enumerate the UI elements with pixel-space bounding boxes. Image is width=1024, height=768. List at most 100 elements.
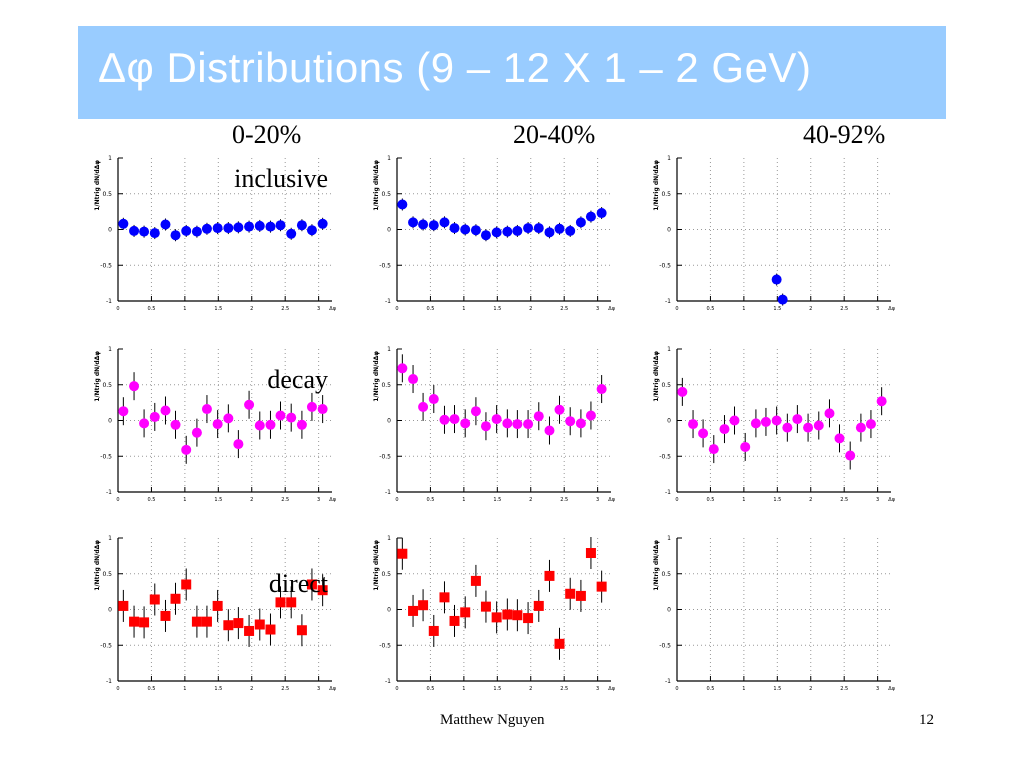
data-point: [460, 607, 471, 618]
data-point: [428, 625, 439, 636]
x-tick-label: 2: [809, 686, 812, 692]
data-point: [408, 217, 419, 228]
x-tick-label: 0.5: [426, 306, 434, 312]
title-bar: Δφ Distributions (9 – 12 X 1 – 2 GeV): [78, 26, 946, 119]
data-point: [876, 396, 887, 407]
data-point: [502, 418, 513, 429]
data-point: [129, 225, 140, 236]
y-axis-label: 1/Ntrig dN/dΔφ: [373, 351, 380, 402]
data-point: [824, 408, 835, 419]
y-tick-label: -0.5: [659, 642, 671, 649]
x-axis-label: Δφ: [888, 686, 895, 692]
data-point: [170, 593, 181, 604]
x-tick-label: 0: [675, 686, 678, 692]
y-tick-label: 0.5: [661, 571, 671, 578]
x-tick-label: 2: [529, 497, 532, 503]
data-point: [181, 444, 192, 455]
x-tick-label: 2: [809, 497, 812, 503]
x-tick-label: 1: [462, 306, 465, 312]
x-tick-label: 2.5: [281, 497, 289, 503]
data-point: [418, 401, 429, 412]
data-point: [275, 220, 286, 231]
data-point: [502, 226, 513, 237]
data-point: [296, 220, 307, 231]
footer-author: Matthew Nguyen: [440, 712, 545, 728]
data-point: [233, 618, 244, 629]
data-point: [771, 274, 782, 285]
x-tick-label: 0: [675, 306, 678, 312]
y-tick-label: -0.5: [659, 262, 671, 269]
data-point: [544, 227, 555, 238]
x-tick-label: 1: [183, 686, 186, 692]
data-point: [865, 419, 876, 430]
data-point: [254, 619, 265, 630]
y-tick-label: 1: [667, 535, 671, 542]
data-point: [275, 597, 286, 608]
y-tick-label: 0.5: [102, 191, 112, 198]
x-tick-label: 3: [317, 686, 320, 692]
data-point: [750, 418, 761, 429]
y-tick-label: -1: [385, 298, 391, 305]
y-tick-label: -1: [665, 489, 671, 496]
data-point: [480, 601, 491, 612]
y-tick-label: 0: [108, 227, 112, 234]
y-tick-label: -1: [106, 678, 112, 685]
data-point: [191, 616, 202, 627]
page-number: 12: [919, 712, 934, 728]
data-point: [596, 208, 607, 219]
data-point: [708, 444, 719, 455]
data-point: [512, 419, 523, 430]
data-point: [523, 613, 534, 624]
data-point: [418, 219, 429, 230]
data-point: [470, 406, 481, 417]
y-tick-label: 0.5: [102, 382, 112, 389]
x-tick-label: 2.5: [281, 686, 289, 692]
y-tick-label: 0.5: [661, 382, 671, 389]
y-tick-label: -0.5: [100, 262, 112, 269]
data-point: [397, 199, 408, 210]
x-tick-label: 2.5: [560, 306, 568, 312]
data-point: [439, 414, 450, 425]
data-point: [160, 610, 171, 621]
data-point: [254, 420, 265, 431]
x-tick-label: 0.5: [147, 686, 155, 692]
x-tick-label: 1.5: [493, 686, 501, 692]
data-point: [244, 625, 255, 636]
data-point: [223, 413, 234, 424]
y-tick-label: -0.5: [100, 453, 112, 460]
data-point: [244, 221, 255, 232]
data-point: [533, 411, 544, 422]
data-point: [129, 616, 140, 627]
data-point: [118, 218, 129, 229]
data-point: [212, 600, 223, 611]
x-tick-label: 0: [116, 497, 119, 503]
x-tick-label: 1.5: [773, 686, 781, 692]
data-point: [677, 386, 688, 397]
x-tick-label: 2.5: [560, 497, 568, 503]
x-axis-label: Δφ: [888, 306, 895, 312]
data-point: [212, 419, 223, 430]
data-point: [596, 384, 607, 395]
x-tick-label: 0: [116, 686, 119, 692]
x-tick-label: 3: [876, 497, 879, 503]
x-tick-label: 2: [529, 686, 532, 692]
x-tick-label: 2: [529, 306, 532, 312]
y-tick-label: -1: [385, 489, 391, 496]
data-point: [491, 227, 502, 238]
data-point: [212, 223, 223, 234]
y-tick-label: -0.5: [379, 642, 391, 649]
data-point: [554, 223, 565, 234]
data-point: [160, 219, 171, 230]
x-tick-label: 2.5: [840, 497, 848, 503]
data-point: [170, 419, 181, 430]
data-point: [803, 422, 814, 433]
data-point: [408, 605, 419, 616]
data-point: [397, 363, 408, 374]
y-axis-label: 1/Ntrig dN/dΔφ: [653, 351, 660, 402]
data-point: [149, 228, 160, 239]
data-point: [855, 422, 866, 433]
x-tick-label: 3: [876, 306, 879, 312]
y-tick-label: -1: [385, 678, 391, 685]
data-point: [491, 612, 502, 623]
